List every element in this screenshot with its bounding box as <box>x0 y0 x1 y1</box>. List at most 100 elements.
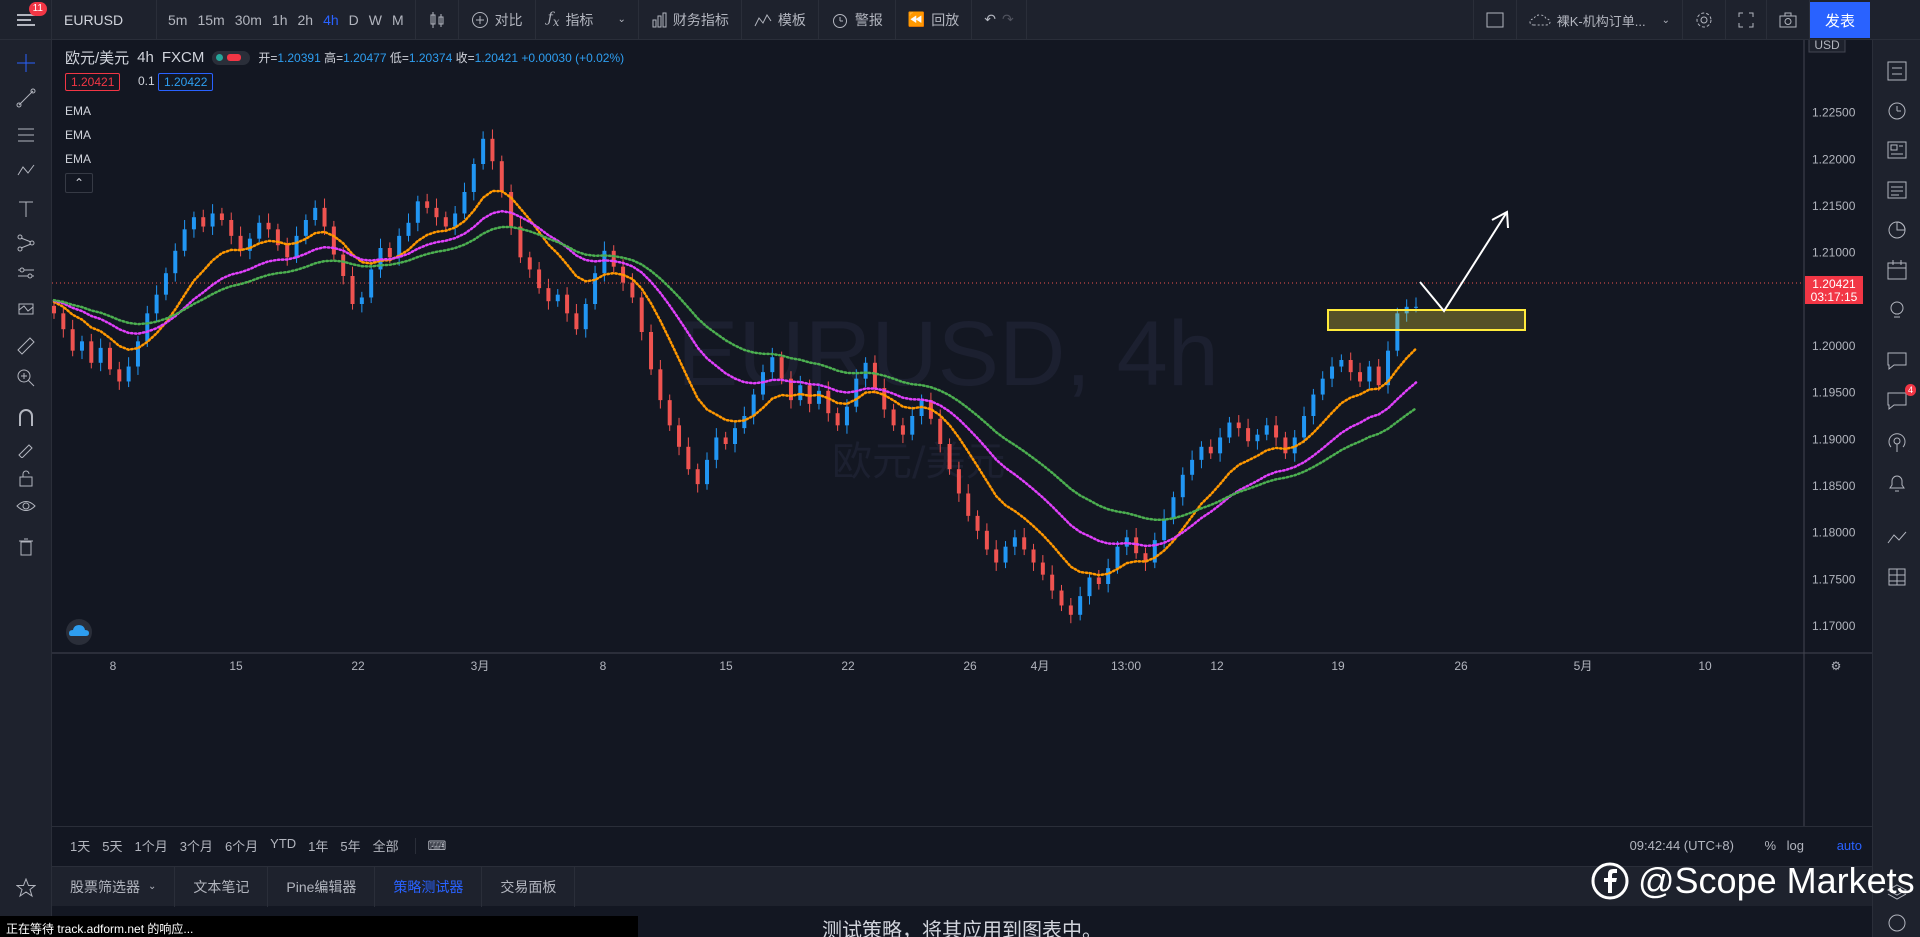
bar-type-button[interactable] <box>416 0 459 40</box>
chart-settings-icon[interactable]: ⚙ <box>1831 659 1842 673</box>
interval-D[interactable]: D <box>348 11 359 28</box>
interval-30m[interactable]: 30m <box>234 11 262 28</box>
symbol-search[interactable]: EURUSD <box>52 0 157 40</box>
candle-body <box>900 425 905 435</box>
publish-button[interactable]: 发表 <box>1810 2 1870 38</box>
interval-W[interactable]: W <box>368 11 382 28</box>
range-button-6[interactable]: 1年 <box>308 839 329 854</box>
interval-2h[interactable]: 2h <box>297 11 314 28</box>
percent-toggle[interactable]: % <box>1764 838 1776 853</box>
visibility-tool[interactable] <box>13 493 39 519</box>
pattern-tool[interactable] <box>13 158 39 184</box>
interval-5m[interactable]: 5m <box>168 11 188 28</box>
date-range-icon[interactable]: ⌨ <box>414 837 446 854</box>
time-axis[interactable]: 8 15 22 3月 8 15 22 26 4月 13:00 12 19 26 5月 10 <box>110 659 1712 673</box>
undo-icon[interactable]: ↶ <box>984 11 996 27</box>
candle-body <box>947 444 952 470</box>
range-button-8[interactable]: 全部 <box>372 839 399 854</box>
templates-button[interactable]: 模板 <box>742 0 819 40</box>
tab-pine-editor[interactable]: Pine编辑器 <box>268 866 376 907</box>
range-button-5[interactable]: YTD <box>270 836 297 851</box>
clock-time[interactable]: 09:42:44 (UTC+8) <box>1629 838 1734 853</box>
alerts-panel-button[interactable] <box>1884 97 1910 123</box>
price-chart[interactable]: EURUSD, 4h 欧元/美元 1.225001.220001.215001.… <box>52 40 1872 826</box>
legend-source: FXCM <box>161 49 205 66</box>
watchlist-button[interactable] <box>1884 58 1910 84</box>
crosshair-tool[interactable] <box>13 50 39 76</box>
redo-icon[interactable]: ↷ <box>1002 11 1014 27</box>
compare-button[interactable]: 对比 <box>459 0 536 40</box>
fib-tool[interactable] <box>13 122 39 148</box>
range-button-2[interactable]: 1个月 <box>134 839 168 854</box>
candle-body <box>695 469 700 485</box>
magnet-tool[interactable] <box>13 405 39 431</box>
trendline-tool[interactable] <box>13 85 39 111</box>
projection-path[interactable] <box>1419 211 1508 313</box>
remove-tool[interactable] <box>13 534 39 560</box>
log-toggle[interactable]: log <box>1786 838 1804 853</box>
lock-tool[interactable] <box>13 465 39 491</box>
tab-strategy-tester[interactable]: 策略测试器 <box>375 866 483 907</box>
ema-line-1[interactable] <box>52 189 1418 577</box>
depth-button[interactable] <box>1884 564 1910 590</box>
ema-indicator-2[interactable]: EMA <box>65 128 92 142</box>
ruler-tool[interactable] <box>13 333 39 359</box>
layers-button[interactable] <box>1884 880 1910 906</box>
alert-button[interactable]: 警报 <box>819 0 896 40</box>
buy-price-button[interactable]: 1.20422 <box>158 73 214 91</box>
range-button-7[interactable]: 5年 <box>340 839 361 854</box>
icon-tool[interactable] <box>13 298 39 324</box>
interval-M[interactable]: M <box>392 11 404 28</box>
trading-button[interactable] <box>1884 525 1910 551</box>
list-icon <box>1887 181 1907 199</box>
calendar-clock-button[interactable] <box>1884 217 1910 243</box>
interval-4h[interactable]: 4h <box>323 11 339 28</box>
range-button-0[interactable]: 1天 <box>70 839 91 854</box>
prediction-tool[interactable] <box>13 230 39 256</box>
streams-button[interactable] <box>1884 430 1910 456</box>
support-zone-rectangle[interactable] <box>1327 309 1526 331</box>
fullscreen-square-button[interactable] <box>1472 0 1517 40</box>
market-status-toggle[interactable] <box>212 50 251 65</box>
tab-text-notes[interactable]: 文本笔记 <box>175 866 269 907</box>
data-window-button[interactable] <box>1884 137 1910 163</box>
tab-trading-panel[interactable]: 交易面板 <box>482 866 576 907</box>
candle-body <box>723 437 728 444</box>
text-tool[interactable] <box>13 196 39 222</box>
menu-button[interactable]: 11 <box>0 0 52 40</box>
notifications-button[interactable] <box>1884 470 1910 496</box>
measure-tool[interactable] <box>13 262 39 288</box>
interval-1h[interactable]: 1h <box>271 11 288 28</box>
legend-symbol-name[interactable]: 欧元/美元 <box>65 50 130 67</box>
range-button-1[interactable]: 5天 <box>102 839 123 854</box>
layout-selector[interactable]: 裸K-机构订单... ⌄ <box>1517 0 1683 40</box>
ema-indicator-3[interactable]: EMA <box>65 152 92 166</box>
ideas-button[interactable] <box>1884 297 1910 323</box>
calendar-button[interactable] <box>1884 257 1910 283</box>
range-button-3[interactable]: 3个月 <box>179 839 213 854</box>
zoom-tool[interactable] <box>13 365 39 391</box>
indicators-button[interactable]: ƒx 指标 ⌄ <box>536 0 639 40</box>
ema-line-2[interactable] <box>52 209 1418 548</box>
chats-button[interactable] <box>1884 348 1910 374</box>
hotlist-button[interactable] <box>1884 177 1910 203</box>
settings-button[interactable] <box>1683 0 1726 40</box>
candle-body <box>1115 546 1120 569</box>
stay-drawing-tool[interactable] <box>13 435 39 461</box>
range-button-4[interactable]: 6个月 <box>224 839 259 854</box>
interval-15m[interactable]: 15m <box>197 11 225 28</box>
snapshot-button[interactable] <box>1767 0 1810 40</box>
help-button[interactable] <box>1884 910 1910 936</box>
collapse-indicators-button[interactable]: ⌃ <box>65 173 93 193</box>
auto-toggle[interactable]: auto <box>1836 838 1862 853</box>
sell-price-button[interactable]: 1.20421 <box>65 73 121 91</box>
measure-icon <box>18 267 34 279</box>
fullscreen-button[interactable] <box>1726 0 1767 40</box>
tab-stock-screener[interactable]: 股票筛选器 ⌄ <box>52 866 176 907</box>
ema-indicator-1[interactable]: EMA <box>65 104 92 118</box>
favorites-tool[interactable] <box>13 875 39 901</box>
messages-button[interactable]: 4 <box>1884 384 1916 414</box>
replay-button[interactable]: ⏪ 回放 <box>896 0 973 40</box>
financials-button[interactable]: 财务指标 <box>639 0 742 40</box>
ema-line-3[interactable] <box>52 225 1418 521</box>
